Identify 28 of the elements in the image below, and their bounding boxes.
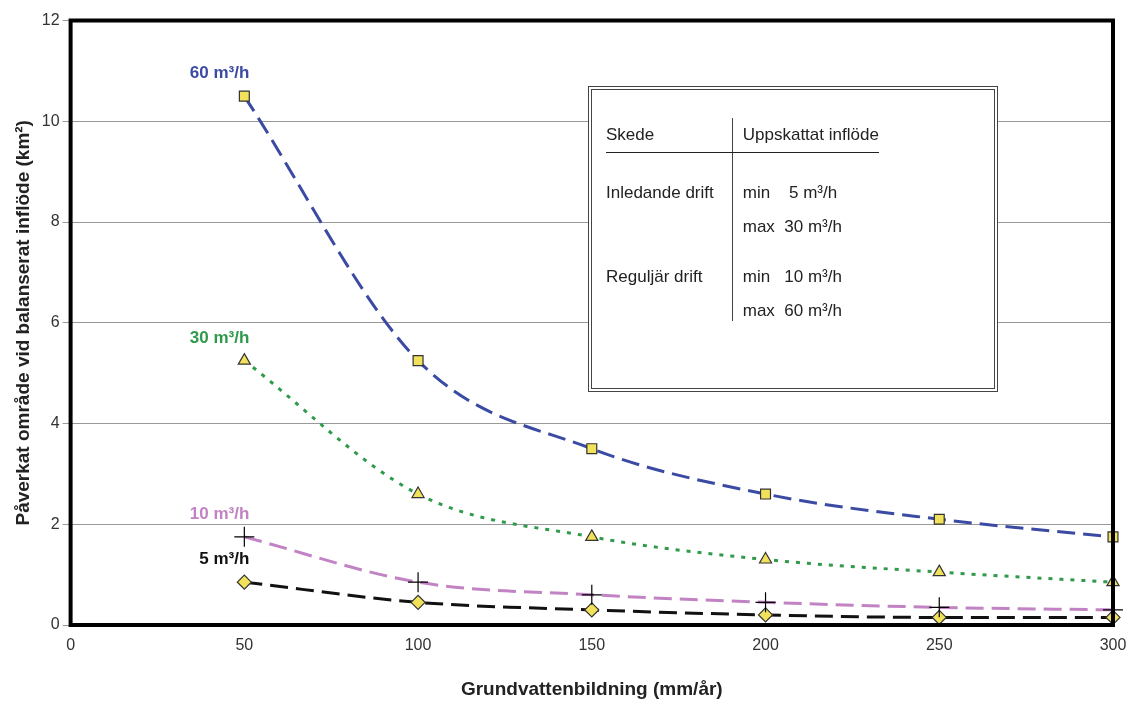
x-axis-title: Grundvattenbildning (mm/år) [460,677,723,699]
annotation: Uppskattat inflöde [732,118,879,153]
y-tick-label: 6 [50,313,60,331]
x-tick-label: 200 [752,636,779,654]
series-label: 5 m³/h [199,549,250,569]
x-tick-label: 0 [66,636,76,654]
y-tick-label: 10 [41,111,60,129]
annotation: Reguljär drift [606,266,704,287]
y-axis-title: Påverkat område vid balanserat inflöde (km²) [11,120,33,526]
y-tick-label: 2 [50,514,60,532]
annotation: min 5 m³/h [732,152,879,203]
y-tick-label: 12 [41,11,60,29]
y-tick-label: 8 [50,212,60,230]
series-label: 30 m³/h [189,327,250,347]
x-tick-label: 50 [235,636,254,654]
annotation: Skede [606,118,733,153]
x-tick-label: 100 [404,636,432,654]
x-tick-label: 300 [1099,636,1127,654]
annotation: Inledande drift [606,182,715,203]
annotation: max 60 m³/h [732,287,879,321]
x-tick-label: 250 [925,636,953,654]
series-label: 10 m³/h [189,504,250,524]
y-tick-label: 4 [50,413,60,431]
annotation: min 10 m³/h [732,237,879,287]
x-tick-label: 150 [578,636,606,654]
y-tick-label: 0 [50,615,60,633]
series-label: 60 m³/h [189,63,250,83]
annotation: max 30 m³/h [732,203,879,237]
